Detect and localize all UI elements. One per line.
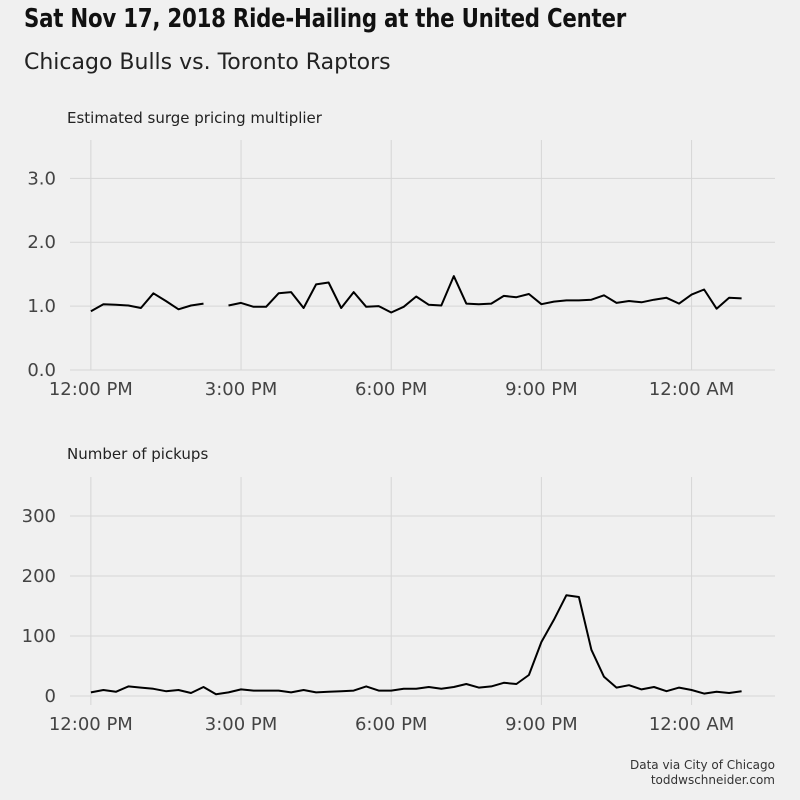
y-tick-label: 2.0 (27, 232, 56, 253)
x-tick-label: 12:00 PM (49, 714, 133, 735)
x-tick-label: 3:00 PM (205, 379, 278, 400)
x-tick-label: 9:00 PM (505, 379, 578, 400)
caption-site: toddwschneider.com (650, 773, 775, 787)
panel-surge: 12:00 PM 3:00 PM 6:00 PM 9:00 PM 12:00 AM 0.0… (27, 140, 775, 400)
y-tick-label: 1.0 (27, 296, 56, 317)
chart-title: Sat Nov 17, 2018 Ride-Hailing at the Uni… (24, 4, 626, 34)
y-tick-label: 0.0 (27, 360, 56, 381)
y-tick-label: 3.0 (27, 168, 56, 189)
y-tick-label: 100 (22, 626, 56, 647)
x-tick-label: 9:00 PM (505, 714, 578, 735)
y-tick-label: 0 (45, 686, 56, 707)
series-line (90, 594, 742, 696)
y-tick-label: 200 (22, 566, 56, 587)
x-tick-label: 6:00 PM (355, 714, 428, 735)
x-tick-label: 6:00 PM (355, 379, 428, 400)
x-tick-label: 12:00 AM (649, 379, 734, 400)
caption-source: Data via City of Chicago (629, 758, 775, 772)
x-tick-label: 3:00 PM (205, 714, 278, 735)
panel-title-surge: Estimated surge pricing multiplier (67, 109, 322, 127)
chart-subtitle: Chicago Bulls vs. Toronto Raptors (24, 50, 391, 75)
panel-pickups: 12:00 PM 3:00 PM 6:00 PM 9:00 PM 12:00 AM 0 10… (22, 477, 775, 735)
x-tick-label: 12:00 PM (49, 379, 133, 400)
panel-title-pickups: Number of pickups (67, 445, 209, 463)
x-tick-label: 12:00 AM (649, 714, 734, 735)
series-line (90, 275, 742, 314)
y-tick-label: 300 (22, 506, 56, 527)
